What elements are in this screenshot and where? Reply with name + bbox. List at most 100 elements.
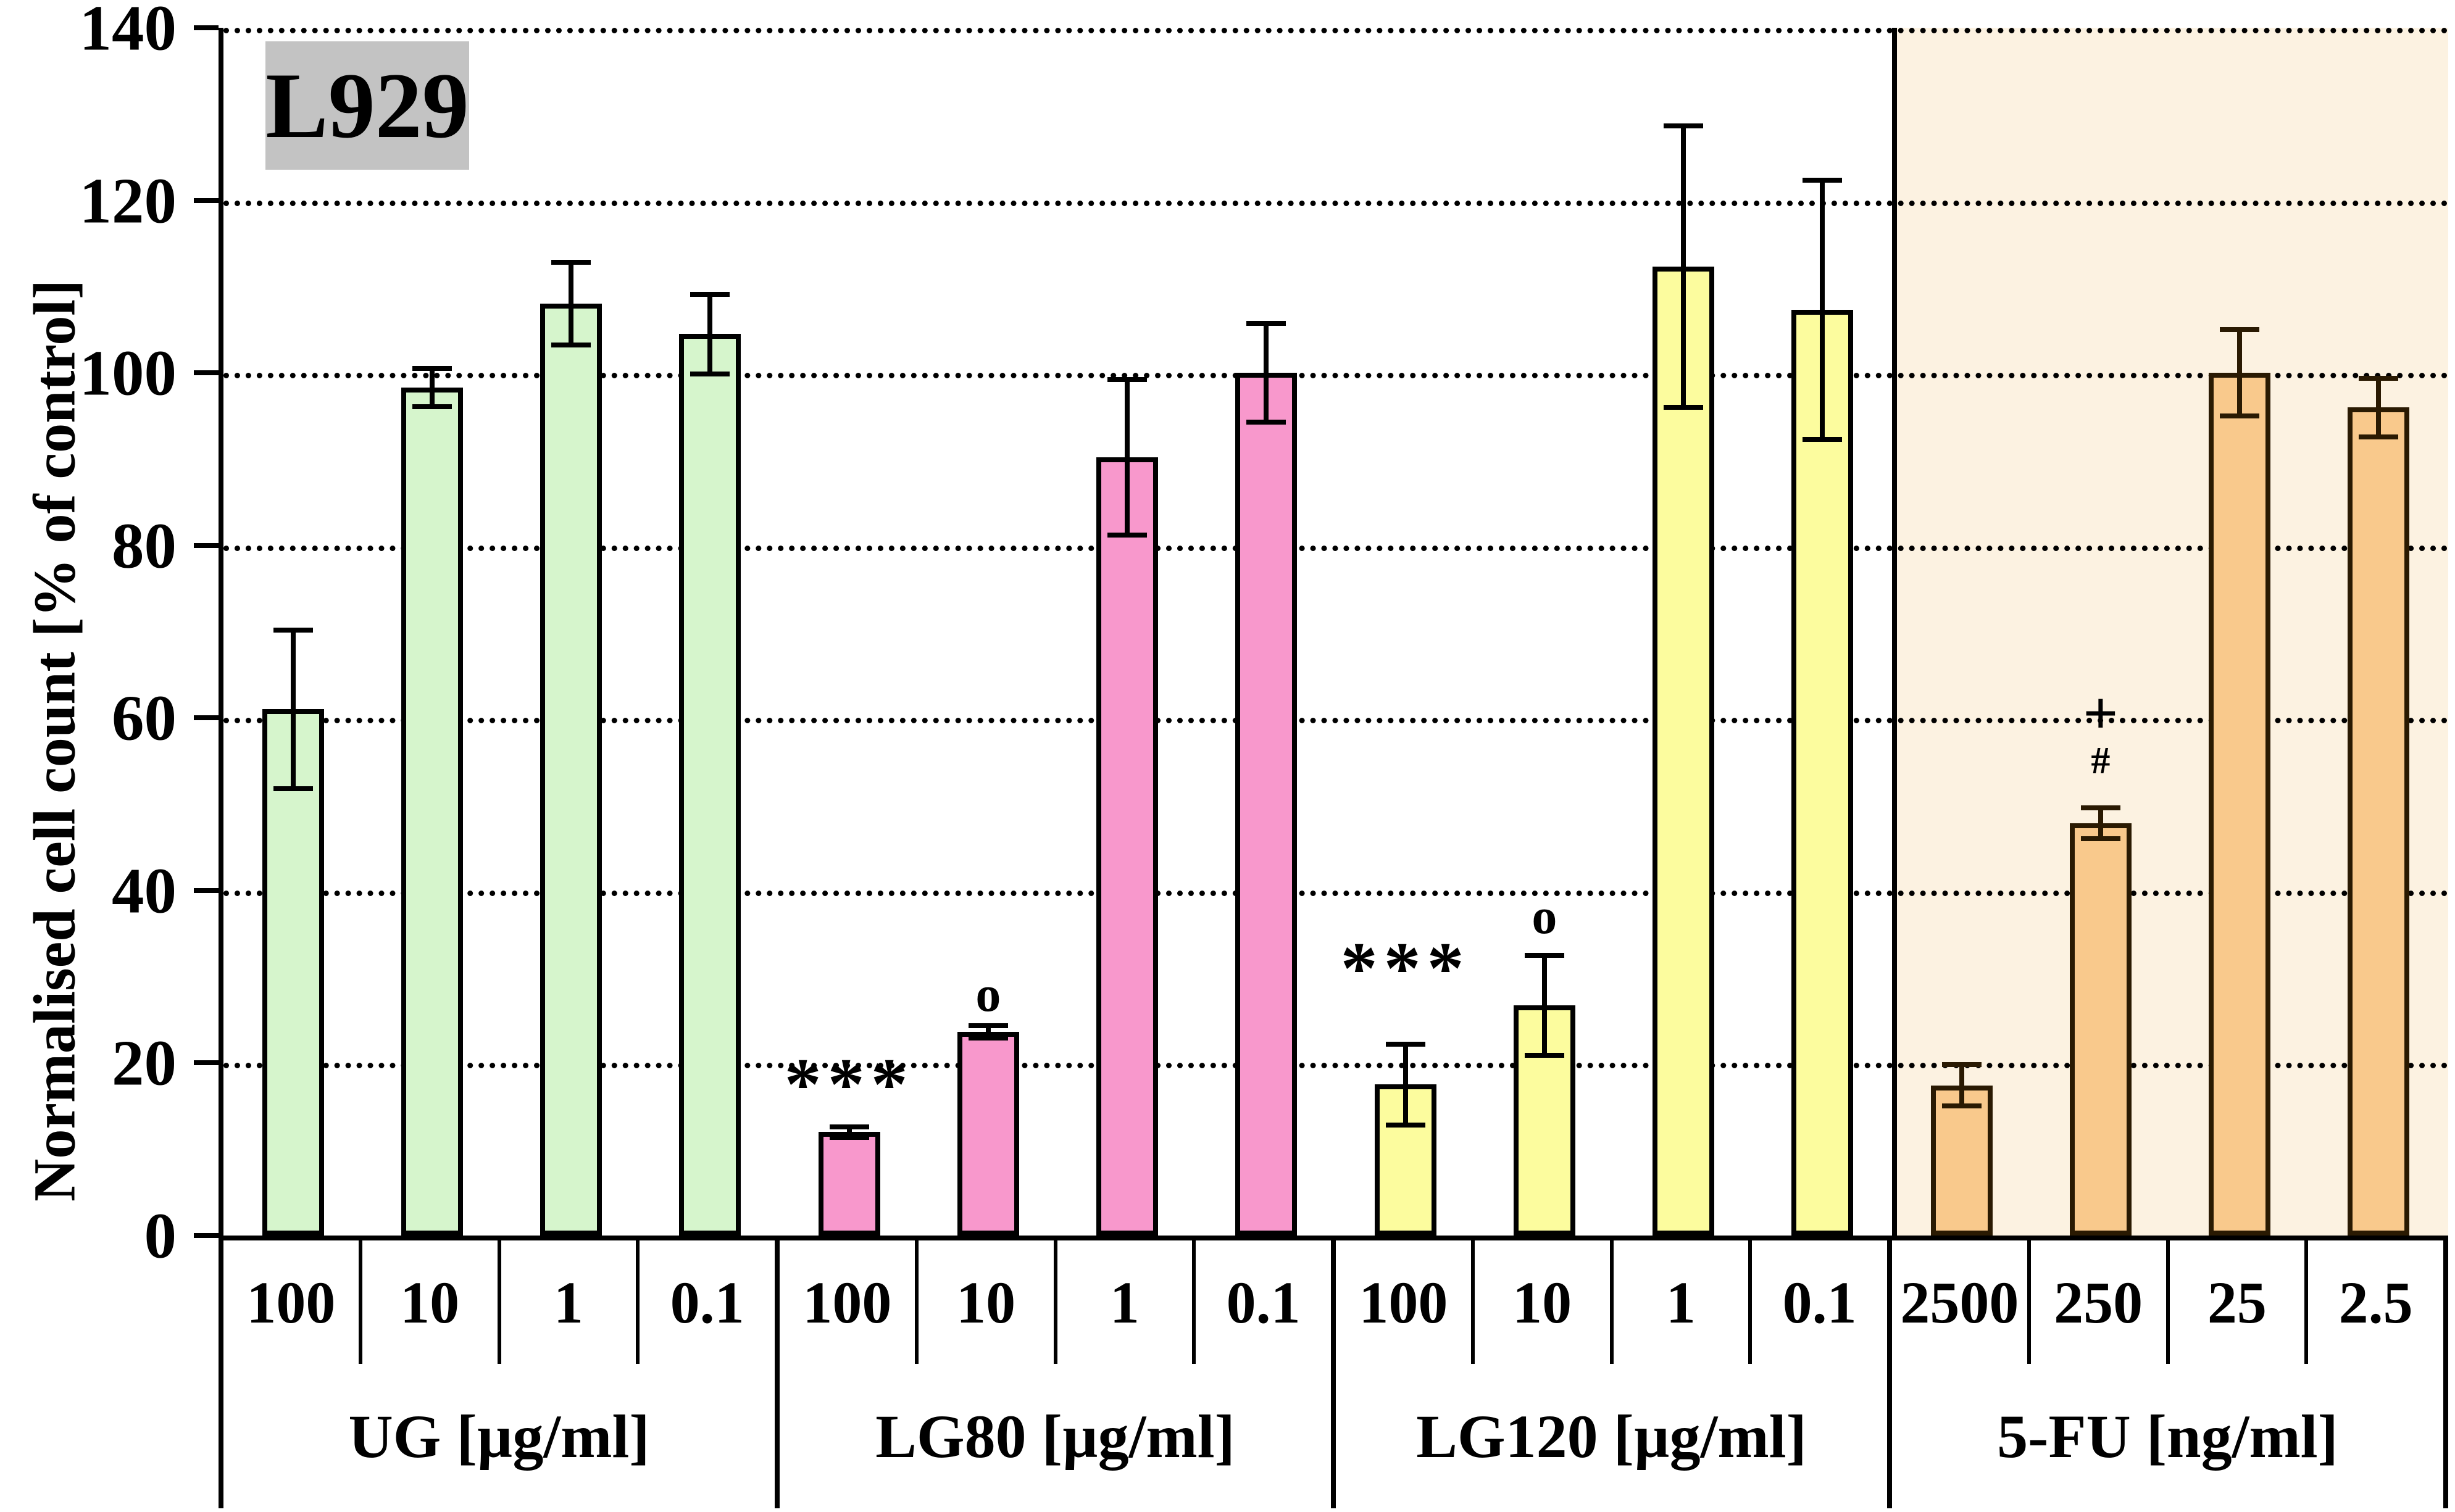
x-axis-group-label-row: LG80 [µg/ml] (780, 1364, 1331, 1508)
x-axis-group-5-FU [ng/ml]: 2500 250 25 2.5 5-FU [ng/ml] (1892, 1240, 2443, 1508)
x-axis-concentration-label: 1 (1614, 1240, 1753, 1364)
error-bar-cap (690, 371, 730, 376)
error-bar-cap (1107, 377, 1148, 383)
error-bar-LG120 [µg/ml]-0.1 (1820, 180, 1825, 439)
error-bar-cap (1664, 405, 1704, 410)
plot-area: 0 20 40 60 80 100 120 140 *** o *** o + # (80, 0, 2448, 1268)
error-bar-cap (551, 343, 591, 348)
bar-5-FU [ng/ml]-25 (2209, 373, 2271, 1236)
x-axis-concentration-row: 100 10 1 0.1 (223, 1240, 775, 1364)
significance-annotation: o (1532, 887, 1557, 944)
x-axis-label-table: 100 10 1 0.1 UG [µg/ml] 100 10 1 0.1 LG80 [µg/ml]… (219, 1240, 2448, 1508)
bar-UG [µg/ml]-1 (540, 304, 602, 1236)
gridline-140 (223, 28, 2448, 33)
error-bar-LG80 [µg/ml]-100 (846, 1126, 852, 1137)
error-bar-LG120 [µg/ml]-100 (1403, 1044, 1408, 1126)
bar-LG80 [µg/ml]-1 (1096, 457, 1159, 1236)
error-bar-cap (1664, 123, 1704, 129)
x-axis-concentration-label: 0.1 (1226, 1269, 1301, 1335)
x-axis-group-label-row: 5-FU [ng/ml] (1892, 1364, 2443, 1508)
y-axis-title: Normalised cell count [% of control] (21, 280, 88, 1202)
error-bar-cap (2220, 413, 2260, 419)
x-axis-concentration-label: 100 (223, 1240, 362, 1364)
bar-5-FU [ng/ml]-2500 (1930, 1085, 1993, 1236)
error-bar-UG [µg/ml]-0.1 (707, 294, 713, 374)
gridline-120 (223, 200, 2448, 206)
y-axis-tick-40 (194, 887, 219, 893)
error-bar-5-FU [ng/ml]-2500 (1959, 1065, 1964, 1107)
y-axis-tick-20 (194, 1060, 219, 1066)
error-bar-cap (968, 1023, 1008, 1029)
error-bar-cap (968, 1035, 1008, 1041)
bar-LG80 [µg/ml]-10 (957, 1032, 1019, 1236)
error-bar-cap (1803, 436, 1843, 442)
y-axis-tick-100 (194, 370, 219, 376)
error-bar-LG80 [µg/ml]-10 (985, 1026, 991, 1038)
x-axis-concentration-label: 2500 (1892, 1240, 2031, 1364)
error-bar-cap (1246, 321, 1286, 326)
y-axis-tick-label-140: 140 (79, 0, 177, 64)
error-bar-cap (1385, 1041, 1425, 1047)
error-bar-cap (2359, 434, 2399, 439)
significance-annotation: # (2091, 740, 2111, 783)
error-bar-cap (1107, 532, 1148, 538)
gridline-20 (223, 1063, 2448, 1069)
error-bar-LG80 [µg/ml]-0.1 (1264, 323, 1269, 422)
y-axis-tick-80 (194, 542, 219, 548)
error-bar-LG120 [µg/ml]-10 (1541, 955, 1547, 1055)
error-bar-cap (1524, 1052, 1564, 1058)
x-axis-concentration-row: 2500 250 25 2.5 (1892, 1240, 2443, 1364)
error-bar-cap (829, 1134, 869, 1140)
significance-annotation: *** (784, 1043, 914, 1126)
cell-line-label: L929 (265, 54, 469, 157)
bar-LG80 [µg/ml]-100 (818, 1132, 880, 1236)
x-axis-concentration-label: 1 (1057, 1240, 1196, 1364)
y-axis-tick-label-80: 80 (112, 509, 177, 582)
error-bar-cap (2359, 375, 2399, 381)
x-axis-group-label: LG80 [µg/ml] (875, 1402, 1235, 1471)
error-bar-cap (273, 786, 313, 791)
x-axis-group-LG120 [µg/ml]: 100 10 1 0.1 LG120 [µg/ml] (1336, 1240, 1892, 1508)
x-axis-concentration-label: 10 (919, 1240, 1057, 1364)
bar-5-FU [ng/ml]-2.5 (2348, 407, 2410, 1236)
x-axis-concentration-row: 100 10 1 0.1 (780, 1240, 1331, 1364)
error-bar-cap (273, 627, 313, 633)
error-bar-cap (1803, 178, 1843, 183)
error-bar-cap (2080, 836, 2120, 841)
x-axis-concentration-label: 10 (362, 1240, 501, 1364)
bar-UG [µg/ml]-10 (401, 387, 463, 1236)
y-axis-tick-60 (194, 715, 219, 721)
gridline-60 (223, 718, 2448, 724)
y-axis-tick-label-60: 60 (112, 681, 177, 754)
error-bar-cap (1385, 1123, 1425, 1128)
bar-LG80 [µg/ml]-0.1 (1235, 373, 1298, 1236)
error-bar-cap (2220, 327, 2260, 333)
error-bar-UG [µg/ml]-100 (290, 629, 296, 789)
x-axis-concentration-label: 2.5 (2338, 1269, 2413, 1335)
x-axis-concentration-label: 25 (2170, 1240, 2309, 1364)
x-axis-concentration-label: 10 (1475, 1240, 1614, 1364)
bar-LG120 [µg/ml]-1 (1653, 267, 1715, 1236)
x-axis-concentration-label: 100 (780, 1240, 919, 1364)
significance-annotation: o (975, 965, 1001, 1022)
y-axis-tick-120 (194, 197, 219, 203)
x-axis-group-label: UG [µg/ml] (348, 1402, 650, 1471)
x-axis-group-label-row: LG120 [µg/ml] (1336, 1364, 1887, 1508)
error-bar-cap (1246, 419, 1286, 425)
x-axis-concentration-label: 250 (2031, 1240, 2170, 1364)
significance-annotation: *** (1340, 926, 1470, 1009)
bar-5-FU [ng/ml]-250 (2069, 823, 2132, 1236)
error-bar-cap (551, 260, 591, 265)
x-axis-group-label: LG120 [µg/ml] (1416, 1402, 1807, 1471)
error-bar-cap (412, 366, 452, 372)
x-axis-concentration-label: 100 (1336, 1240, 1475, 1364)
bar-UG [µg/ml]-0.1 (679, 334, 741, 1236)
error-bar-UG [µg/ml]-1 (569, 262, 574, 346)
x-axis-concentration-row: 100 10 1 0.1 (1336, 1240, 1887, 1364)
bar-LG120 [µg/ml]-0.1 (1791, 310, 1854, 1236)
gridline-100 (223, 373, 2448, 379)
significance-annotation: + (2083, 679, 2119, 748)
y-axis-tick-label-20: 20 (112, 1026, 177, 1099)
error-bar-cap (1941, 1062, 1982, 1068)
